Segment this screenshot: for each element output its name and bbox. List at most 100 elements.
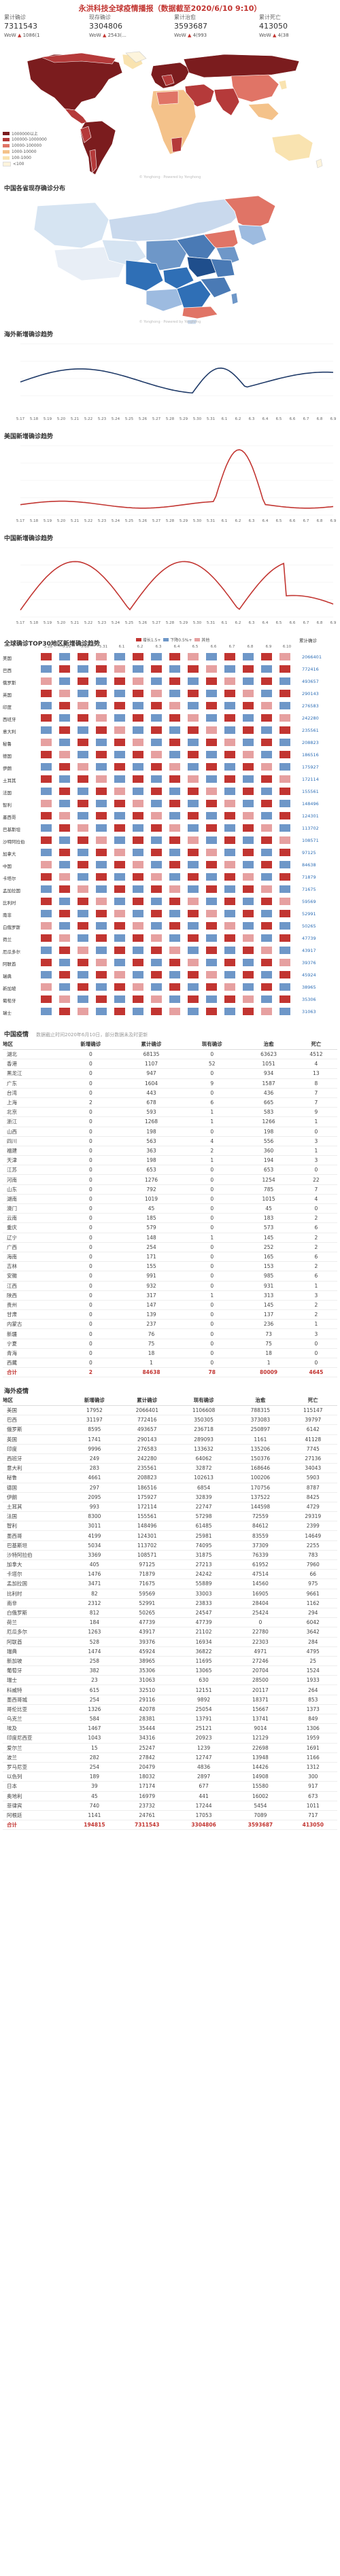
heatmap-row[interactable]: 荷兰 47739	[0, 933, 340, 944]
heatmap-cell[interactable]	[114, 824, 125, 832]
heatmap-cell[interactable]	[59, 922, 70, 930]
heatmap-cell[interactable]	[188, 873, 199, 881]
heatmap-cell[interactable]	[243, 726, 254, 734]
heatmap-cell[interactable]	[133, 873, 143, 881]
heatmap-cell[interactable]	[206, 775, 217, 783]
heatmap-cell[interactable]	[279, 677, 290, 685]
table-row[interactable]: 阿根廷 1141 24761 17053 7089 717	[3, 1810, 337, 1821]
heatmap-cell[interactable]	[169, 812, 180, 819]
table-row[interactable]: 美国 17952 2066401 1106608 788315 115147	[3, 1405, 337, 1416]
legend-item[interactable]: 1000000以上	[3, 130, 47, 137]
heatmap-cell[interactable]	[78, 861, 88, 868]
heatmap-cell[interactable]	[41, 885, 52, 893]
heatmap-cell[interactable]	[188, 983, 199, 991]
heatmap-cell[interactable]	[224, 702, 235, 709]
heatmap-cell[interactable]	[151, 677, 162, 685]
heatmap-cell[interactable]	[279, 849, 290, 856]
table-row[interactable]: 哥伦比亚 1326 42078 25054 15667 1373	[3, 1704, 337, 1715]
table-row[interactable]: 英国 1741 290143 289093 1161 41128	[3, 1434, 337, 1445]
heatmap-cell[interactable]	[188, 959, 199, 966]
table-row[interactable]: 澳门 0 45 0 45 0	[3, 1203, 337, 1214]
heatmap-cell[interactable]	[59, 812, 70, 819]
heatmap-cell[interactable]	[188, 677, 199, 685]
heatmap-cell[interactable]	[206, 922, 217, 930]
heatmap-cell[interactable]	[188, 922, 199, 930]
heatmap-cell[interactable]	[96, 947, 107, 954]
heatmap-cell[interactable]	[96, 714, 107, 722]
heatmap-cell[interactable]	[261, 824, 272, 832]
heatmap-cell[interactable]	[78, 677, 88, 685]
heatmap-cell[interactable]	[151, 1008, 162, 1015]
heatmap-cell[interactable]	[59, 788, 70, 795]
heatmap-cell[interactable]	[261, 849, 272, 856]
heatmap-cell[interactable]	[224, 885, 235, 893]
heatmap-cell[interactable]	[114, 702, 125, 709]
heatmap-cell[interactable]	[206, 934, 217, 942]
table-row[interactable]: 海南 0 171 0 165 6	[3, 1252, 337, 1263]
heatmap-cell[interactable]	[151, 971, 162, 978]
heatmap-cell[interactable]	[96, 898, 107, 905]
heatmap-cell[interactable]	[151, 812, 162, 819]
heatmap-cell[interactable]	[206, 959, 217, 966]
column-header[interactable]: 新增确诊	[60, 1039, 121, 1050]
heatmap-cell[interactable]	[96, 702, 107, 709]
heatmap-cell[interactable]	[169, 959, 180, 966]
heatmap-cell[interactable]	[96, 836, 107, 844]
heatmap-cell[interactable]	[78, 971, 88, 978]
heatmap-cell[interactable]	[261, 934, 272, 942]
heatmap-cell[interactable]	[41, 677, 52, 685]
heatmap-cell[interactable]	[78, 751, 88, 758]
heatmap-cell[interactable]	[206, 653, 217, 660]
heatmap-cell[interactable]	[133, 800, 143, 807]
heatmap-cell[interactable]	[224, 922, 235, 930]
heatmap-cell[interactable]	[151, 910, 162, 917]
heatmap-cell[interactable]	[169, 763, 180, 771]
heatmap-cell[interactable]	[243, 763, 254, 771]
heatmap-cell[interactable]	[133, 885, 143, 893]
heatmap-cell[interactable]	[169, 702, 180, 709]
heatmap-cell[interactable]	[243, 653, 254, 660]
heatmap-cell[interactable]	[188, 726, 199, 734]
heatmap-row[interactable]: 白俄罗斯 50265	[0, 921, 340, 932]
heatmap-cell[interactable]	[151, 739, 162, 746]
heatmap-cell[interactable]	[59, 763, 70, 771]
heatmap-cell[interactable]	[261, 775, 272, 783]
heatmap-cell[interactable]	[78, 800, 88, 807]
table-row[interactable]: 江西 0 932 0 931 1	[3, 1281, 337, 1291]
table-row[interactable]: 辽宁 0 148 1 145 2	[3, 1233, 337, 1243]
heatmap-cell[interactable]	[78, 934, 88, 942]
heatmap-cell[interactable]	[169, 849, 180, 856]
heatmap-cell[interactable]	[279, 788, 290, 795]
table-row[interactable]: 俄罗斯 8595 493657 236718 250897 6142	[3, 1424, 337, 1435]
heatmap-cell[interactable]	[114, 922, 125, 930]
heatmap-cell[interactable]	[243, 971, 254, 978]
table-row[interactable]: 北京 0 593 1 583 9	[3, 1107, 337, 1118]
heatmap-cell[interactable]	[243, 824, 254, 832]
heatmap-cell[interactable]	[41, 934, 52, 942]
heatmap-cell[interactable]	[114, 726, 125, 734]
heatmap-cell[interactable]	[151, 763, 162, 771]
heatmap-cell[interactable]	[114, 788, 125, 795]
heatmap-cell[interactable]	[169, 873, 180, 881]
heatmap-cell[interactable]	[133, 836, 143, 844]
heatmap-cell[interactable]	[261, 714, 272, 722]
heatmap-cell[interactable]	[169, 714, 180, 722]
table-row[interactable]: 印度尼西亚 1043 34316 20923 12129 1959	[3, 1733, 337, 1744]
heatmap-cell[interactable]	[78, 775, 88, 783]
heatmap-cell[interactable]	[224, 788, 235, 795]
heatmap-cell[interactable]	[224, 800, 235, 807]
heatmap-cell[interactable]	[206, 836, 217, 844]
heatmap-row[interactable]: 英国 290143	[0, 688, 340, 699]
table-row[interactable]: 波兰 282 27842 12747 13948 1166	[3, 1752, 337, 1763]
heatmap-cell[interactable]	[224, 861, 235, 868]
heatmap-row[interactable]: 瑞典 45924	[0, 970, 340, 981]
heatmap-cell[interactable]	[96, 959, 107, 966]
heatmap-row[interactable]: 俄罗斯 493657	[0, 676, 340, 687]
heatmap-cell[interactable]	[188, 824, 199, 832]
table-row[interactable]: 乌克兰 584 28381 13791 13741 849	[3, 1714, 337, 1725]
heatmap-cell[interactable]	[279, 934, 290, 942]
heatmap-cell[interactable]	[261, 910, 272, 917]
heatmap-cell[interactable]	[188, 934, 199, 942]
heatmap-cell[interactable]	[114, 947, 125, 954]
heatmap-cell[interactable]	[151, 861, 162, 868]
